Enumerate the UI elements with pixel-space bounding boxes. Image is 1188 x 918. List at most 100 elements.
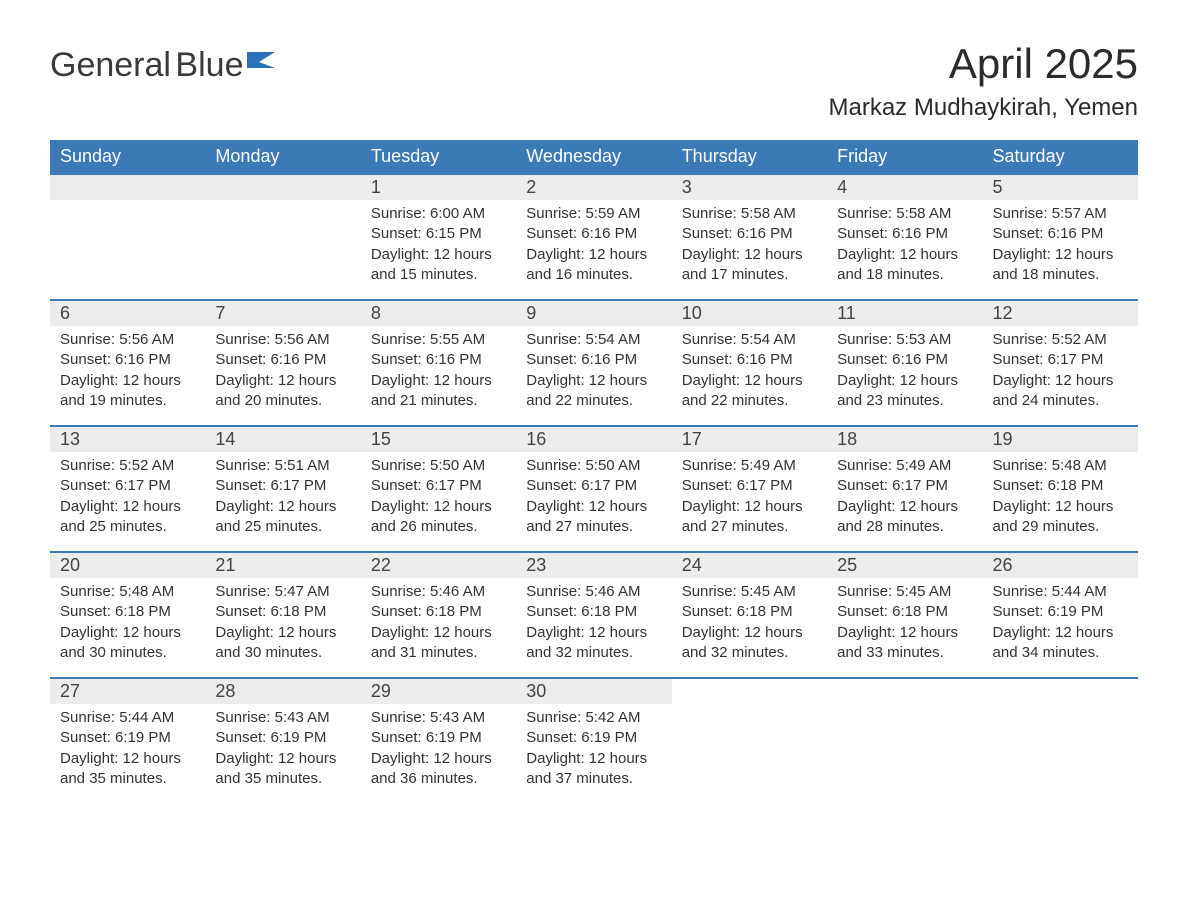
sunrise-line: Sunrise: 5:43 AM	[215, 708, 350, 728]
sunset-line: Sunset: 6:17 PM	[526, 476, 661, 496]
daylight-line: Daylight: 12 hours and 31 minutes.	[371, 623, 506, 664]
daynum-row: 12345	[50, 174, 1138, 200]
day-content-cell: Sunrise: 5:52 AMSunset: 6:17 PMDaylight:…	[983, 326, 1138, 426]
sunset-line: Sunset: 6:17 PM	[993, 350, 1128, 370]
daylight-line: Daylight: 12 hours and 22 minutes.	[526, 371, 661, 412]
day-content-cell	[983, 704, 1138, 804]
daylight-line: Daylight: 12 hours and 15 minutes.	[371, 245, 506, 286]
day-content-cell: Sunrise: 5:49 AMSunset: 6:17 PMDaylight:…	[827, 452, 982, 552]
day-number-cell: 16	[516, 426, 671, 452]
day-number-cell: 4	[827, 174, 982, 200]
sunset-line: Sunset: 6:15 PM	[371, 224, 506, 244]
sunrise-line: Sunrise: 5:46 AM	[371, 582, 506, 602]
sunrise-line: Sunrise: 5:45 AM	[837, 582, 972, 602]
daynum-row: 13141516171819	[50, 426, 1138, 452]
sunrise-line: Sunrise: 5:44 AM	[993, 582, 1128, 602]
sunrise-line: Sunrise: 5:48 AM	[60, 582, 195, 602]
day-content-cell: Sunrise: 5:48 AMSunset: 6:18 PMDaylight:…	[983, 452, 1138, 552]
day-number-cell: 13	[50, 426, 205, 452]
sunset-line: Sunset: 6:19 PM	[371, 728, 506, 748]
day-content-cell: Sunrise: 5:54 AMSunset: 6:16 PMDaylight:…	[672, 326, 827, 426]
sunrise-line: Sunrise: 5:47 AM	[215, 582, 350, 602]
day-content-cell: Sunrise: 5:51 AMSunset: 6:17 PMDaylight:…	[205, 452, 360, 552]
daynum-row: 27282930	[50, 678, 1138, 704]
sunrise-line: Sunrise: 5:50 AM	[526, 456, 661, 476]
logo-word1: General	[50, 46, 171, 84]
sunrise-line: Sunrise: 5:54 AM	[526, 330, 661, 350]
day-number-cell: 9	[516, 300, 671, 326]
sunrise-line: Sunrise: 5:42 AM	[526, 708, 661, 728]
day-number-cell: 2	[516, 174, 671, 200]
sunset-line: Sunset: 6:16 PM	[682, 224, 817, 244]
day-number-cell: 12	[983, 300, 1138, 326]
weekday-header-row: SundayMondayTuesdayWednesdayThursdayFrid…	[50, 140, 1138, 174]
day-number-cell: 26	[983, 552, 1138, 578]
weekday-header: Thursday	[672, 140, 827, 174]
day-content-cell: Sunrise: 5:43 AMSunset: 6:19 PMDaylight:…	[361, 704, 516, 804]
daylight-line: Daylight: 12 hours and 19 minutes.	[60, 371, 195, 412]
weekday-header: Tuesday	[361, 140, 516, 174]
sunrise-line: Sunrise: 5:52 AM	[60, 456, 195, 476]
day-number-cell: 15	[361, 426, 516, 452]
calendar-table: SundayMondayTuesdayWednesdayThursdayFrid…	[50, 140, 1138, 804]
day-content-cell	[205, 200, 360, 300]
day-content-cell: Sunrise: 5:43 AMSunset: 6:19 PMDaylight:…	[205, 704, 360, 804]
daylight-line: Daylight: 12 hours and 32 minutes.	[526, 623, 661, 664]
day-number-cell	[205, 174, 360, 200]
flag-icon	[247, 52, 277, 76]
day-number-cell: 29	[361, 678, 516, 704]
sunrise-line: Sunrise: 5:43 AM	[371, 708, 506, 728]
sunset-line: Sunset: 6:18 PM	[60, 602, 195, 622]
sunset-line: Sunset: 6:19 PM	[526, 728, 661, 748]
day-content-cell: Sunrise: 5:58 AMSunset: 6:16 PMDaylight:…	[827, 200, 982, 300]
daylight-line: Daylight: 12 hours and 21 minutes.	[371, 371, 506, 412]
day-number-cell	[50, 174, 205, 200]
day-content-cell: Sunrise: 5:44 AMSunset: 6:19 PMDaylight:…	[50, 704, 205, 804]
content-row: Sunrise: 5:48 AMSunset: 6:18 PMDaylight:…	[50, 578, 1138, 678]
day-number-cell: 30	[516, 678, 671, 704]
daylight-line: Daylight: 12 hours and 33 minutes.	[837, 623, 972, 664]
day-content-cell: Sunrise: 5:55 AMSunset: 6:16 PMDaylight:…	[361, 326, 516, 426]
daylight-line: Daylight: 12 hours and 27 minutes.	[526, 497, 661, 538]
day-number-cell: 11	[827, 300, 982, 326]
sunrise-line: Sunrise: 5:56 AM	[215, 330, 350, 350]
daylight-line: Daylight: 12 hours and 37 minutes.	[526, 749, 661, 790]
day-number-cell: 7	[205, 300, 360, 326]
sunset-line: Sunset: 6:16 PM	[837, 224, 972, 244]
content-row: Sunrise: 5:44 AMSunset: 6:19 PMDaylight:…	[50, 704, 1138, 804]
sunset-line: Sunset: 6:19 PM	[215, 728, 350, 748]
sunset-line: Sunset: 6:16 PM	[215, 350, 350, 370]
content-row: Sunrise: 5:56 AMSunset: 6:16 PMDaylight:…	[50, 326, 1138, 426]
weekday-header: Wednesday	[516, 140, 671, 174]
daylight-line: Daylight: 12 hours and 34 minutes.	[993, 623, 1128, 664]
day-number-cell: 20	[50, 552, 205, 578]
daylight-line: Daylight: 12 hours and 27 minutes.	[682, 497, 817, 538]
day-number-cell: 14	[205, 426, 360, 452]
content-row: Sunrise: 6:00 AMSunset: 6:15 PMDaylight:…	[50, 200, 1138, 300]
daylight-line: Daylight: 12 hours and 25 minutes.	[60, 497, 195, 538]
sunrise-line: Sunrise: 5:48 AM	[993, 456, 1128, 476]
day-number-cell	[672, 678, 827, 704]
sunset-line: Sunset: 6:17 PM	[837, 476, 972, 496]
day-number-cell: 27	[50, 678, 205, 704]
day-content-cell: Sunrise: 5:44 AMSunset: 6:19 PMDaylight:…	[983, 578, 1138, 678]
sunrise-line: Sunrise: 5:58 AM	[682, 204, 817, 224]
day-content-cell: Sunrise: 5:42 AMSunset: 6:19 PMDaylight:…	[516, 704, 671, 804]
daylight-line: Daylight: 12 hours and 28 minutes.	[837, 497, 972, 538]
day-number-cell	[983, 678, 1138, 704]
day-content-cell: Sunrise: 5:52 AMSunset: 6:17 PMDaylight:…	[50, 452, 205, 552]
daylight-line: Daylight: 12 hours and 18 minutes.	[837, 245, 972, 286]
day-number-cell: 23	[516, 552, 671, 578]
weekday-header: Friday	[827, 140, 982, 174]
sunrise-line: Sunrise: 5:46 AM	[526, 582, 661, 602]
day-content-cell: Sunrise: 5:50 AMSunset: 6:17 PMDaylight:…	[516, 452, 671, 552]
header: General Blue April 2025 Markaz Mudhaykir…	[50, 40, 1138, 122]
sunrise-line: Sunrise: 5:56 AM	[60, 330, 195, 350]
sunset-line: Sunset: 6:18 PM	[526, 602, 661, 622]
day-number-cell: 25	[827, 552, 982, 578]
day-number-cell: 21	[205, 552, 360, 578]
sunset-line: Sunset: 6:16 PM	[682, 350, 817, 370]
daylight-line: Daylight: 12 hours and 26 minutes.	[371, 497, 506, 538]
sunrise-line: Sunrise: 6:00 AM	[371, 204, 506, 224]
sunset-line: Sunset: 6:17 PM	[371, 476, 506, 496]
